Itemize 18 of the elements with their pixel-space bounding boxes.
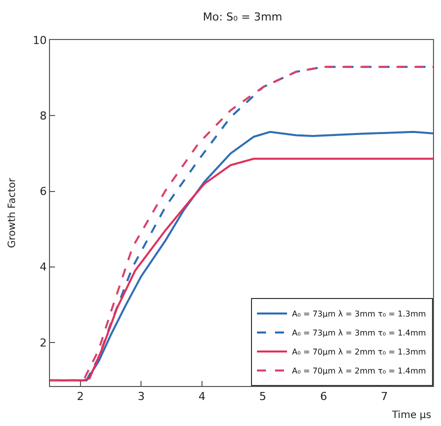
y-tick-label: 10 [32, 34, 47, 47]
x-tick-label: 2 [76, 390, 84, 404]
x-tick-label: 4 [198, 390, 206, 404]
chart-title: Mo: S₀ = 3mm [202, 10, 282, 24]
y-tick-label: 8 [40, 109, 47, 122]
y-tick-label: 2 [40, 336, 47, 350]
legend-label: A₀ = 73μm λ = 3mm τ₀ = 1.4mm [292, 328, 426, 338]
x-axis-title: Time μs [391, 410, 432, 421]
x-tick-label: 3 [138, 390, 145, 404]
legend-label: A₀ = 70μm λ = 2mm τ₀ = 1.3mm [292, 348, 426, 357]
y-tick-label: 6 [40, 185, 47, 198]
y-tick-label: 4 [40, 260, 47, 274]
y-axis-title: Growth Factor [6, 177, 18, 248]
legend-label: A₀ = 70μm λ = 2mm τ₀ = 1.4mm [292, 366, 426, 376]
x-tick-label: 5 [259, 390, 266, 404]
x-tick-label: 6 [320, 390, 328, 404]
x-tick-label: 7 [380, 390, 388, 404]
legend-label: A₀ = 73μm λ = 3mm τ₀ = 1.3mm [292, 310, 426, 319]
